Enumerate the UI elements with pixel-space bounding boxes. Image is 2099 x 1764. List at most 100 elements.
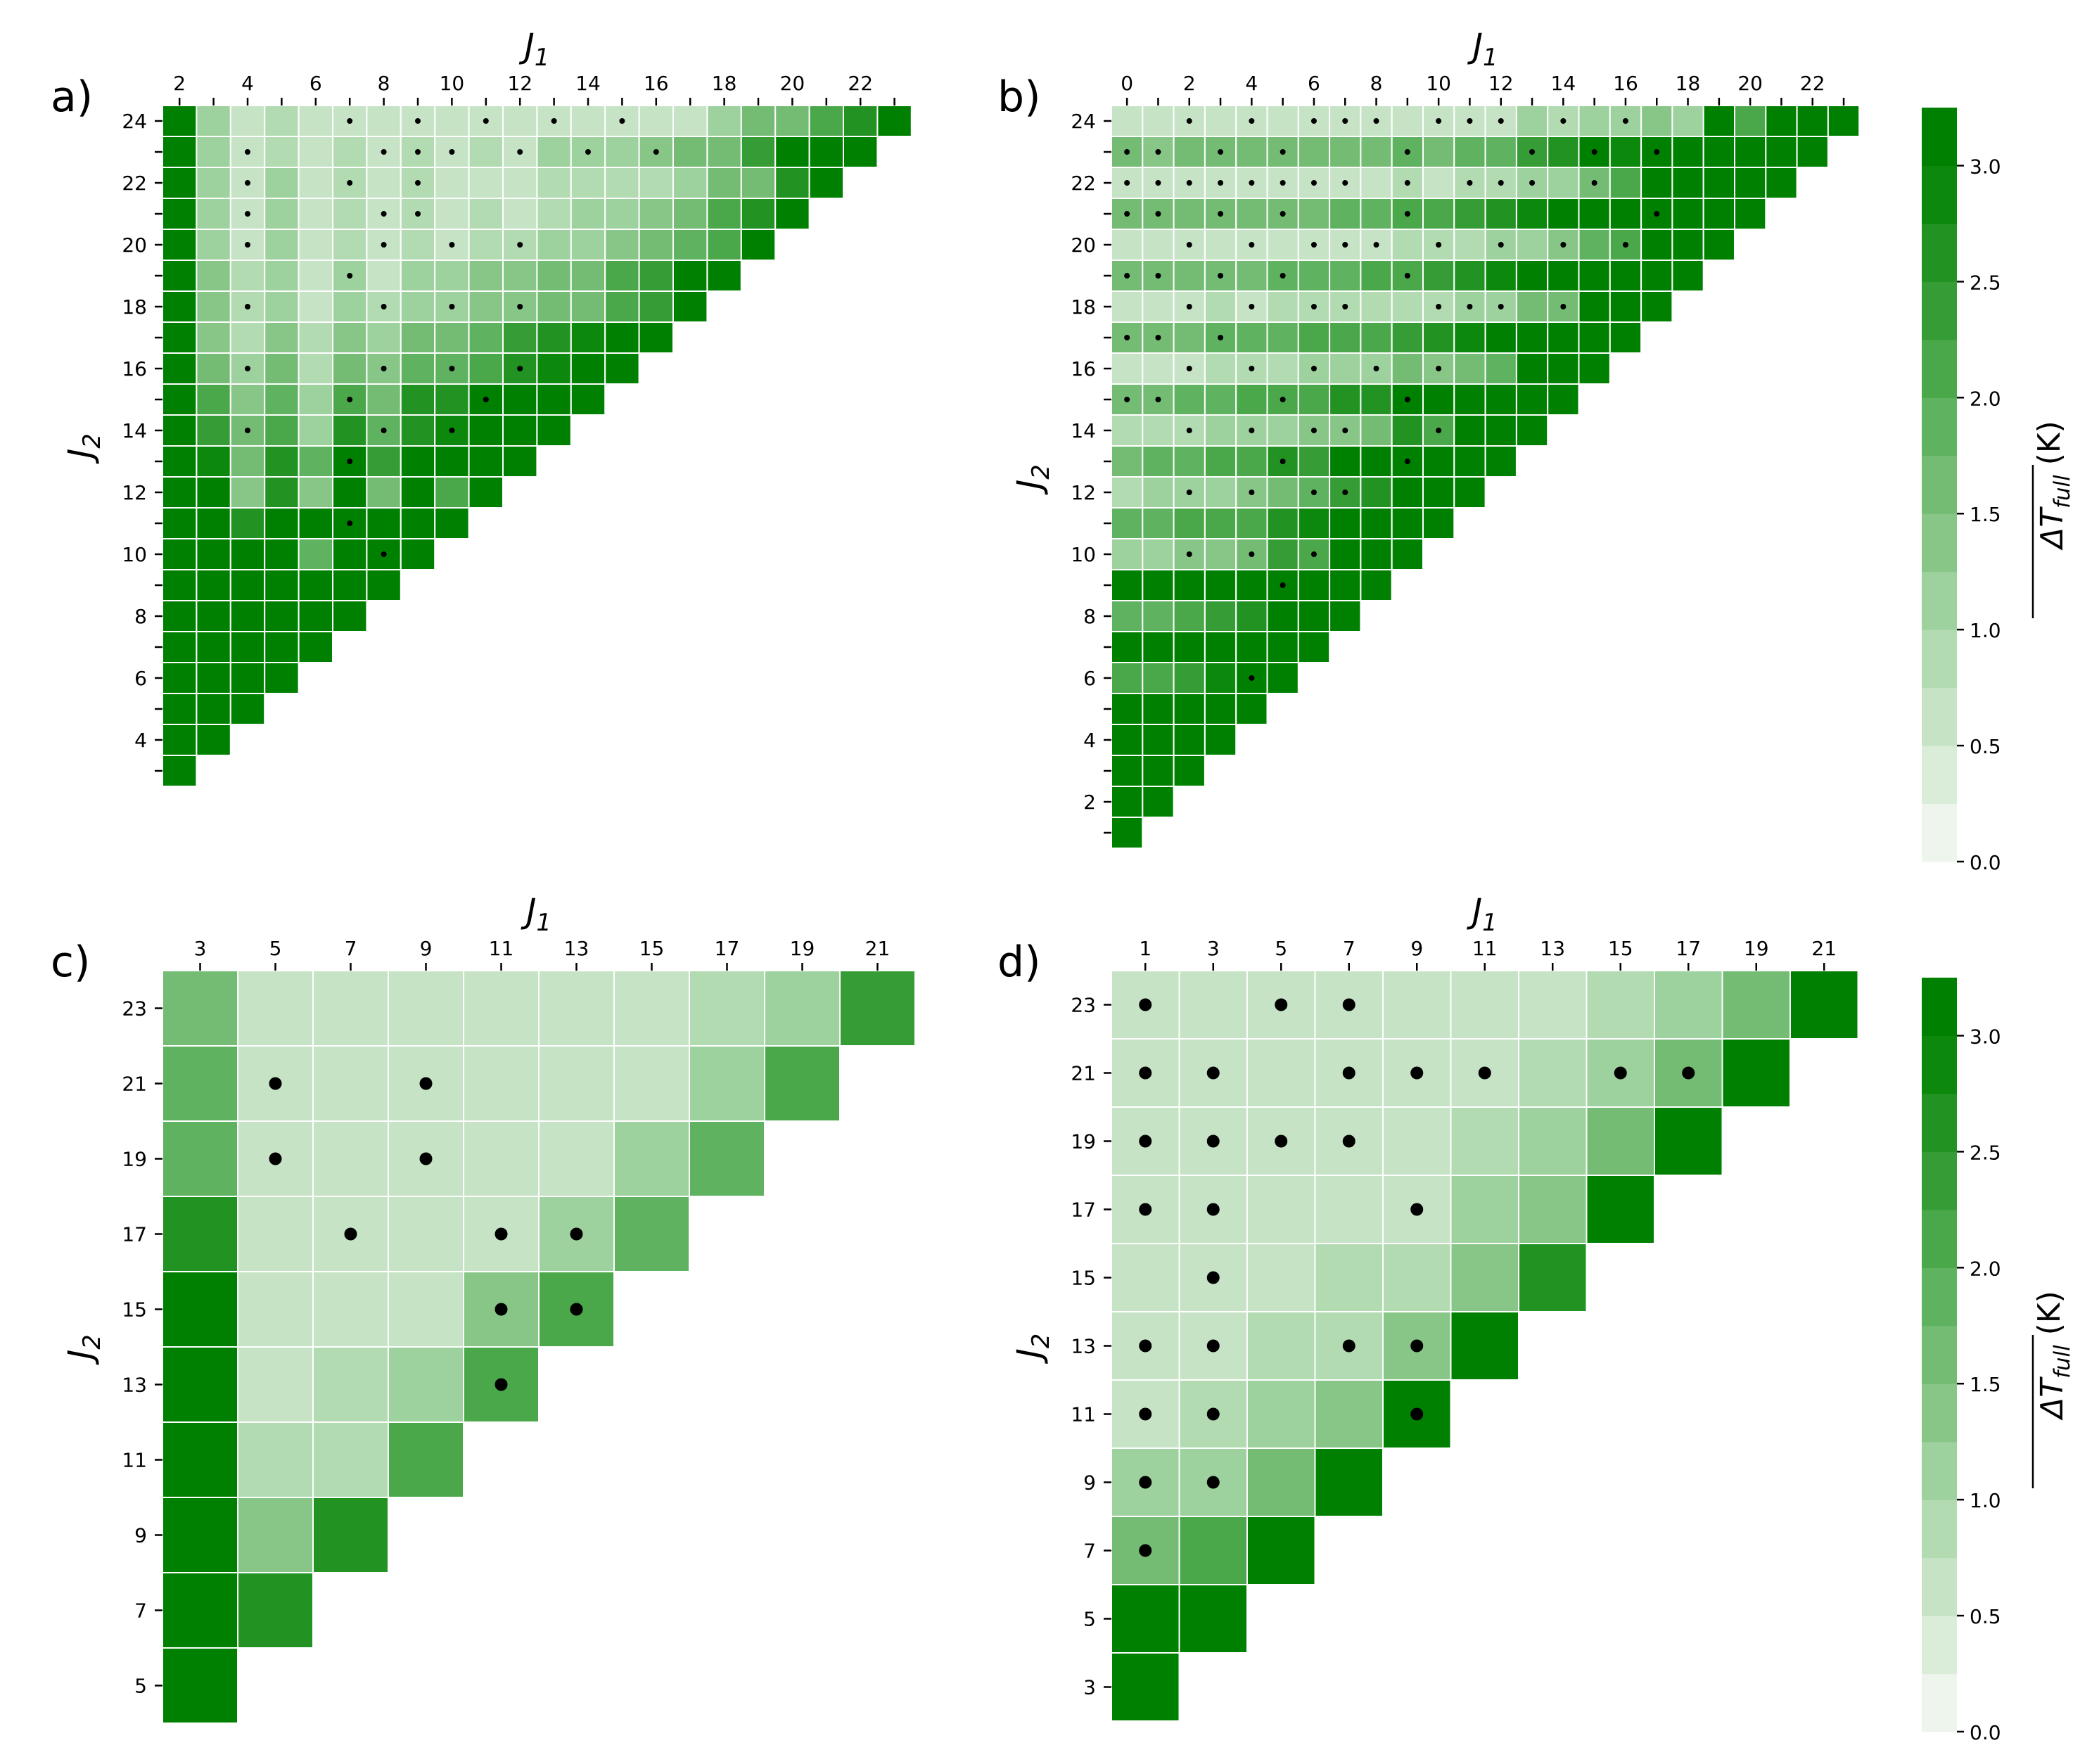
marker-dot [347,118,353,124]
colorbar-segment [1922,1500,1957,1559]
heatmap-cell [264,167,300,199]
marker-dot [483,397,489,402]
heatmap-cell [1173,693,1206,725]
heatmap-cell [502,414,538,447]
heatmap-cell [229,507,266,539]
marker-dot [653,149,659,155]
heatmap-cell [264,569,300,601]
heatmap-cell [1111,538,1144,570]
marker-dot [1342,1339,1355,1353]
heatmap-cell [604,352,640,385]
heatmap-cell [1266,105,1299,137]
heatmap-cell [638,229,674,261]
marker-dot [1249,428,1255,433]
heatmap-cell [264,538,300,570]
heatmap-cell [774,198,810,230]
heatmap-cell [1702,229,1735,261]
colorbar-segment [1922,1673,1957,1732]
heatmap-cell [1515,260,1549,292]
heatmap-cell [672,105,708,137]
marker-dot [1155,211,1161,217]
marker-dot [419,1077,433,1090]
heatmap-cell [1453,414,1486,447]
marker-dot [1280,582,1286,588]
heatmap-cell [434,476,470,509]
heatmap-cell [1173,724,1206,756]
heatmap-cell [162,507,198,539]
heatmap-cell [1609,290,1642,323]
heatmap-cell [1515,290,1549,323]
heatmap-cell [1297,445,1331,478]
heatmap-cell [774,105,810,137]
heatmap-cell [434,167,470,199]
marker-dot [1342,490,1348,495]
heatmap-cell [196,724,231,756]
heatmap-cell [1235,260,1268,292]
marker-dot [1186,180,1192,186]
heatmap-cell [839,970,916,1047]
y-tick-label: 5 [1083,1608,1096,1631]
heatmap-cell [774,167,810,199]
heatmap-cell [1266,662,1299,694]
heatmap-cell [1422,321,1455,354]
marker-dot [1373,366,1379,371]
marker-dot [495,1303,508,1316]
heatmap-cell [1266,600,1299,632]
heatmap-cell [1518,1106,1588,1176]
marker-dot [1614,1066,1627,1080]
colorbar-segment [1922,455,1957,514]
colorbar-tick-label: 3.0 [1970,155,2001,178]
marker-dot [381,149,387,155]
marker-dot [1310,490,1317,495]
heatmap-cell [1734,198,1767,230]
heatmap-cell [570,105,606,137]
heatmap-cell [1518,970,1588,1040]
heatmap-cell [1204,414,1237,447]
marker-dot [1498,118,1504,124]
x-tick-label: 12 [507,72,532,95]
heatmap-cell [1547,383,1580,416]
marker-dot [1155,273,1161,279]
heatmap-cell [264,321,300,354]
heatmap-cell [332,198,368,230]
heatmap-cell [1671,167,1704,199]
heatmap-cell [1671,136,1704,168]
heatmap-cell [1422,260,1455,292]
heatmap-cell [613,1120,690,1197]
heatmap-cell [162,383,198,416]
heatmap-cell [740,167,777,199]
heatmap-cell [1329,198,1362,230]
heatmap-cell [536,167,572,199]
heatmap-cell [468,476,504,509]
marker-dot [1478,1066,1491,1080]
x-tick-label: 20 [1737,72,1763,95]
colorbar-segment [1922,513,1957,573]
heatmap-cell [332,569,368,601]
marker-dot [1404,149,1410,155]
heatmap-cell [808,136,844,168]
heatmap-cell [229,569,266,601]
colorbar-tick-label: 1.5 [1970,503,2001,526]
heatmap-cell [570,198,606,230]
heatmap-cell [1671,229,1704,261]
marker-dot [517,242,523,248]
y-tick-label: 8 [134,605,147,628]
heatmap-cell [1111,755,1144,787]
x-tick-label: 17 [1676,937,1701,960]
marker-dot [1186,490,1192,495]
heatmap-cell [1204,569,1237,601]
heatmap-cell [536,321,572,354]
heatmap-cell [1111,445,1144,478]
heatmap-cell [1360,260,1393,292]
heatmap-cell [196,569,231,601]
heatmap-cell [1765,105,1798,137]
y-tick-label: 4 [134,729,147,752]
marker-dot [1373,118,1379,124]
heatmap-cell [1484,198,1517,230]
heatmap-cell [162,1497,238,1573]
marker-dot [381,242,387,248]
marker-dot [449,304,455,309]
y-tick-label: 15 [122,1298,147,1322]
heatmap-cell [1173,600,1206,632]
